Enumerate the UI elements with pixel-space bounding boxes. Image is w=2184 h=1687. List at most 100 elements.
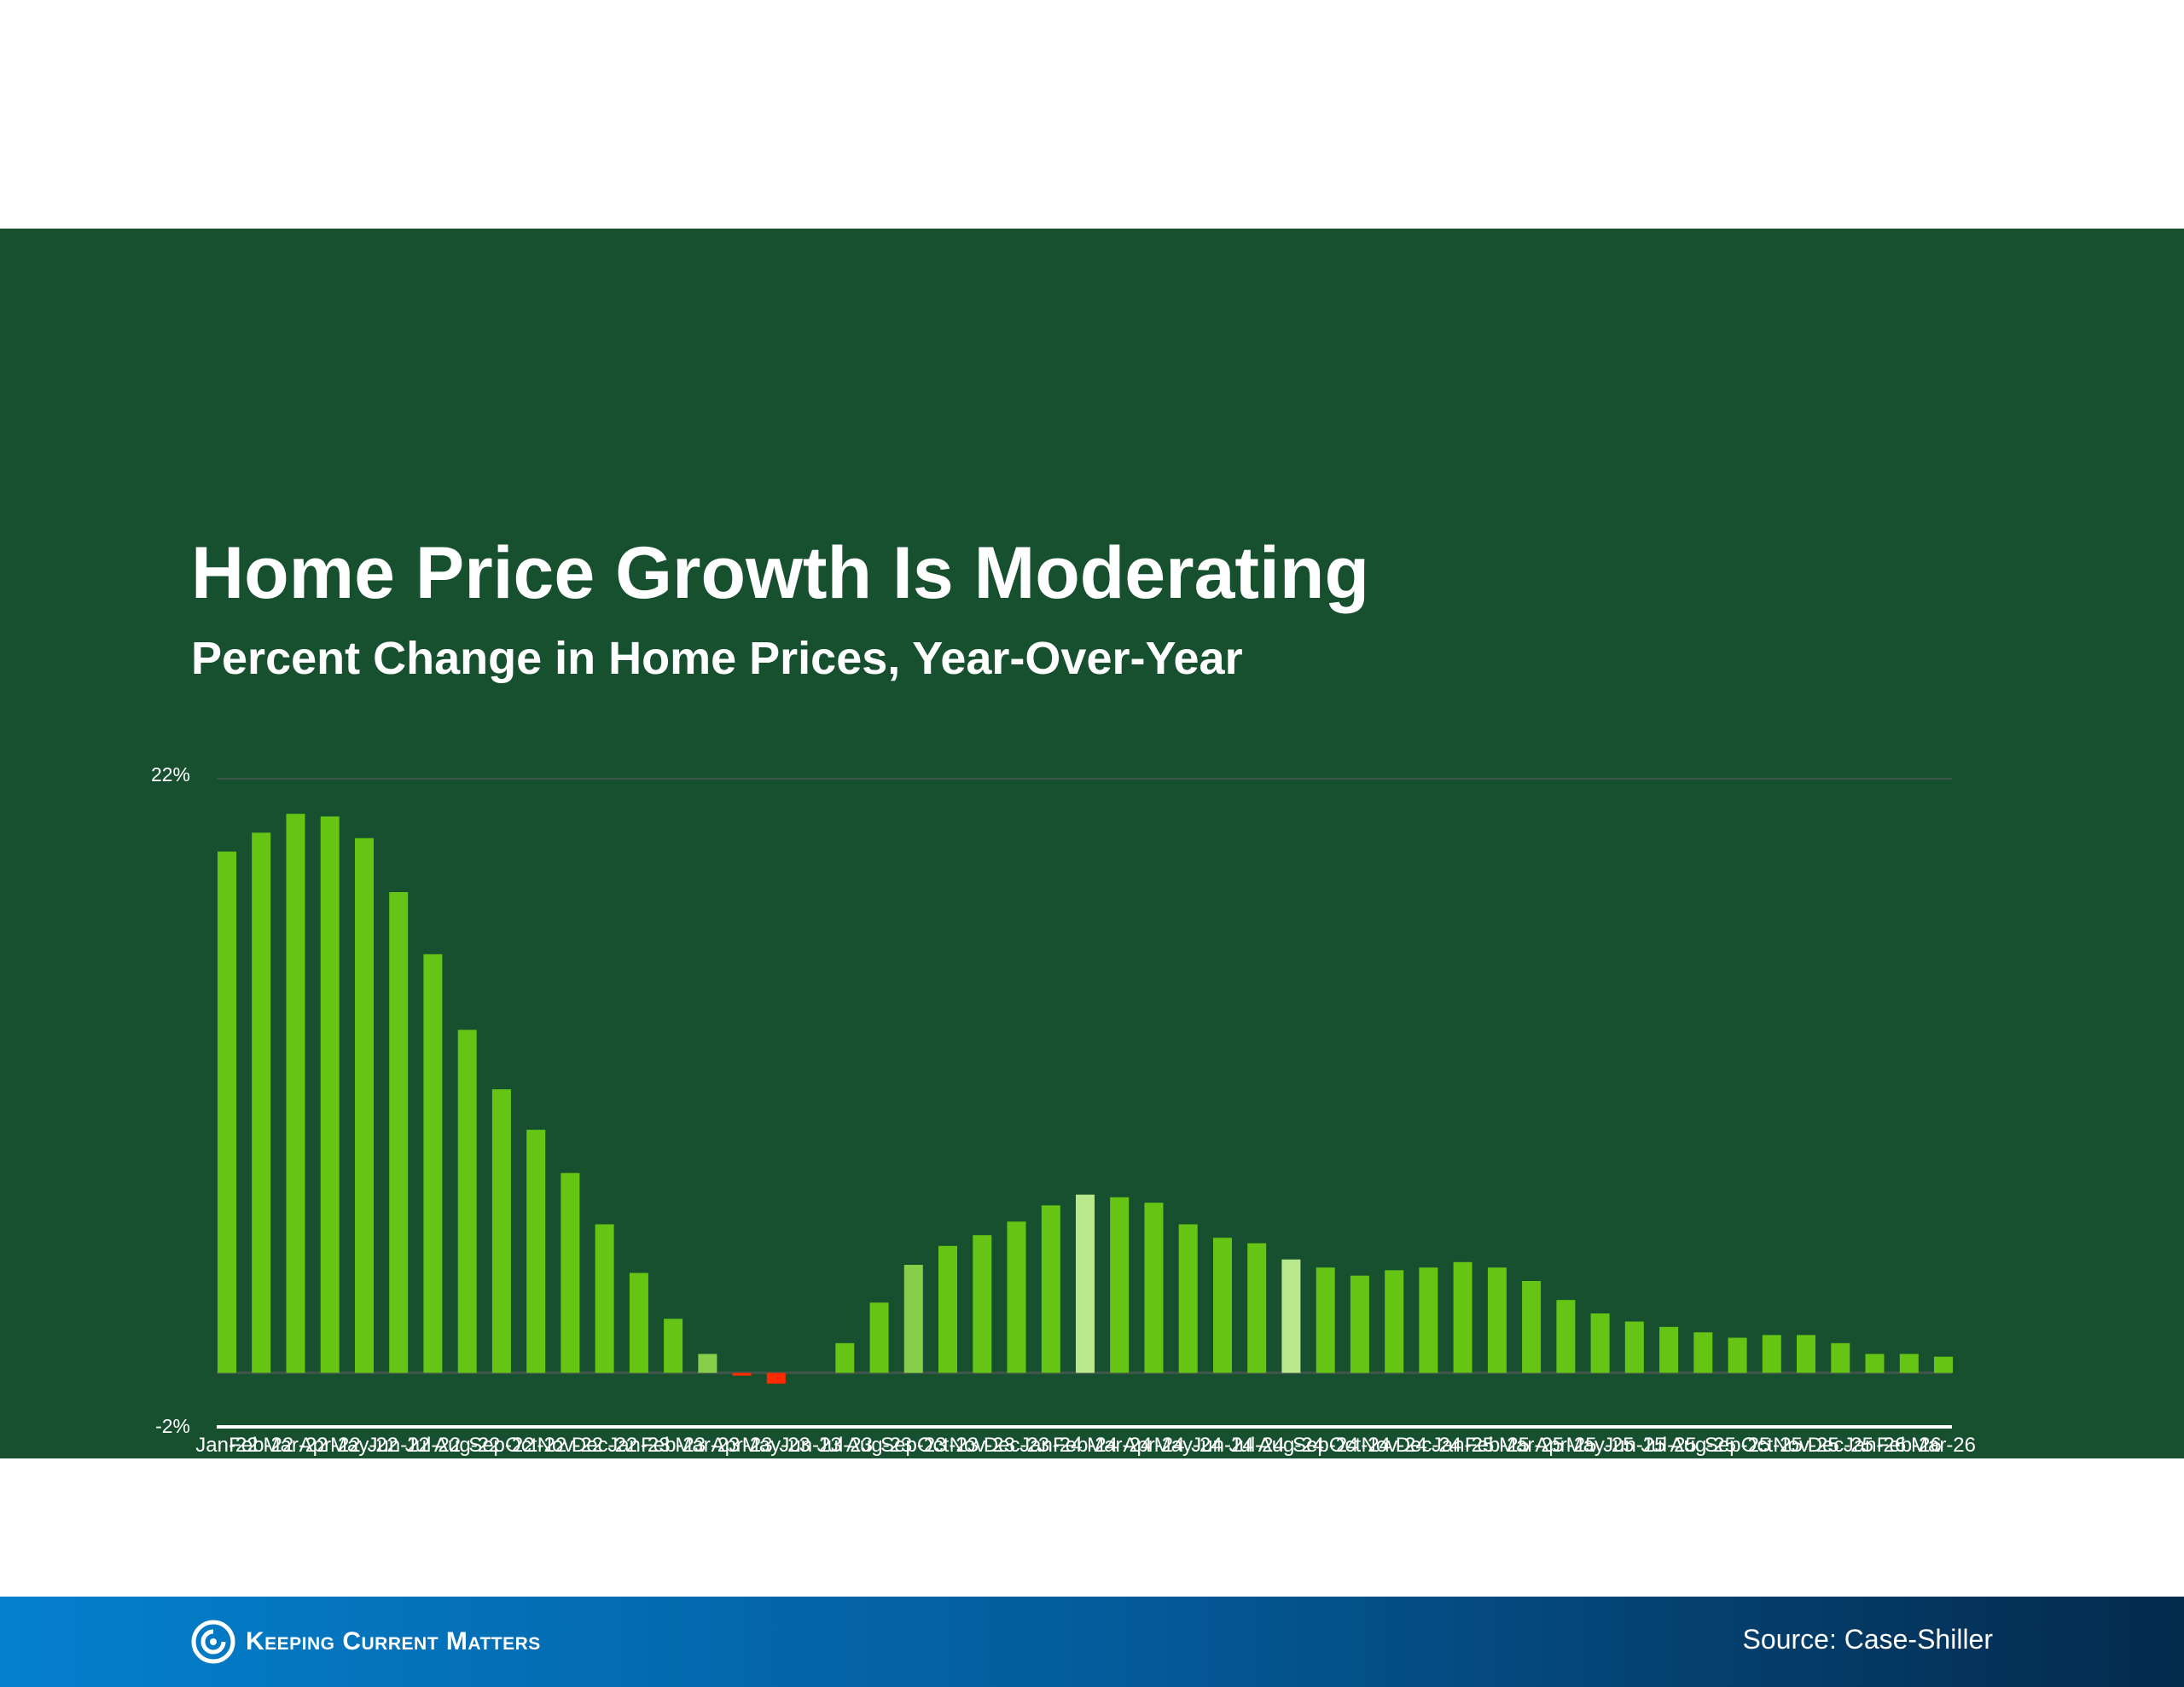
bar-dec-25 <box>1831 1342 1850 1373</box>
x-tick-label: Jan-25 <box>1432 1434 1494 1457</box>
bar-mar-23 <box>698 1354 717 1373</box>
x-tick-label: Jul-22 <box>405 1434 461 1457</box>
source-note: Source: Case-Shiller <box>1742 1624 1993 1655</box>
x-tick-label: Apr-24 <box>1123 1434 1184 1457</box>
x-tick-label: Jul-23 <box>817 1434 873 1457</box>
x-tick-label: Sep-24 <box>1292 1434 1358 1457</box>
bar-nov-23 <box>973 1235 992 1373</box>
bar-may-25 <box>1590 1313 1610 1373</box>
bar-aug-22 <box>457 1029 477 1373</box>
bar-sep-25 <box>1728 1337 1747 1373</box>
bar-apr-24 <box>1144 1203 1164 1373</box>
bar-jul-25 <box>1659 1326 1679 1373</box>
bar-jul-23 <box>835 1342 855 1373</box>
bar-oct-24 <box>1350 1275 1369 1373</box>
bar-dec-22 <box>595 1224 614 1373</box>
bar-feb-24 <box>1076 1194 1095 1373</box>
bar-mar-25 <box>1522 1281 1542 1373</box>
x-tick-label: Nov-25 <box>1773 1434 1838 1457</box>
bar-mar-26 <box>1934 1356 1953 1373</box>
bar-jun-24 <box>1213 1238 1232 1373</box>
bar-jul-24 <box>1247 1243 1267 1373</box>
bar-jan-22 <box>218 851 236 1373</box>
x-tick-label: Mar-25 <box>1499 1434 1564 1457</box>
x-tick-label: Jun-23 <box>779 1434 841 1457</box>
bar-apr-22 <box>320 816 340 1373</box>
bar-jan-26 <box>1865 1354 1885 1373</box>
x-tick-label: Oct-25 <box>1741 1434 1803 1457</box>
x-tick-label: Nov-23 <box>950 1434 1015 1457</box>
bar-jul-22 <box>423 954 443 1373</box>
chart-title: Home Price Growth Is Moderating <box>191 532 1369 614</box>
x-tick-label: May-23 <box>742 1434 810 1457</box>
x-tick-label: May-24 <box>1154 1434 1223 1457</box>
bar-feb-25 <box>1487 1267 1507 1373</box>
x-tick-label: Oct-22 <box>505 1434 566 1457</box>
bar-jun-22 <box>389 892 409 1373</box>
bar-may-24 <box>1178 1224 1198 1373</box>
x-tick-label: Jan-23 <box>607 1434 670 1457</box>
bar-apr-25 <box>1556 1300 1576 1373</box>
bar-nov-25 <box>1797 1335 1815 1373</box>
bar-jan-24 <box>1041 1205 1060 1373</box>
bar-oct-23 <box>938 1245 957 1373</box>
bar-chart: 22% -2% Jan-22Feb-22Mar-22Apr-22May-22Ju… <box>151 763 1976 1457</box>
kcm-swirl-icon <box>191 1620 235 1664</box>
x-tick-label: May-22 <box>330 1434 398 1457</box>
bar-nov-24 <box>1385 1270 1404 1373</box>
x-tick-label: Feb-25 <box>1465 1434 1530 1457</box>
bar-feb-22 <box>252 832 271 1373</box>
bar-mar-24 <box>1110 1197 1130 1373</box>
bar-oct-22 <box>526 1129 546 1373</box>
bar-feb-26 <box>1899 1354 1919 1373</box>
bars-group <box>218 814 1953 1384</box>
x-tick-label: Feb-23 <box>641 1434 706 1457</box>
bar-aug-23 <box>869 1302 889 1373</box>
x-tick-label: Mar-26 <box>1911 1434 1976 1457</box>
x-tick-label: Sep-25 <box>1705 1434 1770 1457</box>
bar-jan-23 <box>629 1272 648 1373</box>
bar-feb-23 <box>664 1319 683 1373</box>
slide: Home Price Growth Is Moderating Percent … <box>0 229 2184 1687</box>
x-tick-label: Jan-24 <box>1019 1434 1082 1457</box>
x-tick-label: Oct-24 <box>1329 1434 1391 1457</box>
bar-may-22 <box>355 838 374 1373</box>
bar-aug-24 <box>1281 1259 1301 1373</box>
x-tick-label: Dec-24 <box>1396 1434 1461 1457</box>
footer-bar: Keeping Current Matters Source: Case-Shi… <box>0 1597 2184 1687</box>
brand-logo: Keeping Current Matters <box>191 1619 541 1665</box>
chart-subtitle: Percent Change in Home Prices, Year-Over… <box>191 633 1243 684</box>
x-tick-label: Sep-22 <box>468 1434 534 1457</box>
x-tick-label: Sep-23 <box>880 1434 946 1457</box>
x-tick-label: Oct-23 <box>917 1434 979 1457</box>
x-tick-label: May-25 <box>1566 1434 1635 1457</box>
x-tick-label: Dec-22 <box>572 1434 637 1457</box>
x-tick-label: Jan-22 <box>195 1434 258 1457</box>
bar-sep-24 <box>1316 1267 1335 1373</box>
x-tick-label: Mar-24 <box>1087 1434 1152 1457</box>
x-tick-label: Apr-23 <box>712 1434 773 1457</box>
bar-dec-24 <box>1419 1267 1438 1373</box>
x-tick-label: Apr-22 <box>299 1434 361 1457</box>
x-tick-label: Nov-22 <box>537 1434 603 1457</box>
bar-apr-23 <box>732 1372 752 1376</box>
x-tick-label: Feb-24 <box>1053 1434 1118 1457</box>
brand-name: Keeping Current Matters <box>246 1627 541 1655</box>
x-tick-label: Dec-25 <box>1808 1434 1873 1457</box>
x-tick-label: Mar-22 <box>263 1434 328 1457</box>
x-tick-label: Jun-25 <box>1603 1434 1665 1457</box>
bar-sep-23 <box>903 1265 923 1373</box>
x-tick-label: Jun-22 <box>368 1434 430 1457</box>
x-tick-label: Feb-22 <box>229 1434 293 1457</box>
bar-nov-22 <box>561 1173 580 1373</box>
bar-oct-25 <box>1762 1335 1781 1373</box>
x-tick-label: Mar-23 <box>675 1434 740 1457</box>
x-tick-label: Aug-23 <box>846 1434 912 1457</box>
bar-jan-25 <box>1453 1261 1472 1373</box>
bar-aug-25 <box>1693 1332 1713 1373</box>
x-tick-label: Jul-25 <box>1641 1434 1696 1457</box>
x-tick-label: Dec-23 <box>984 1434 1049 1457</box>
x-tick-label: Nov-24 <box>1362 1434 1427 1457</box>
x-tick-label: Apr-25 <box>1535 1434 1596 1457</box>
bar-may-23 <box>766 1372 786 1384</box>
